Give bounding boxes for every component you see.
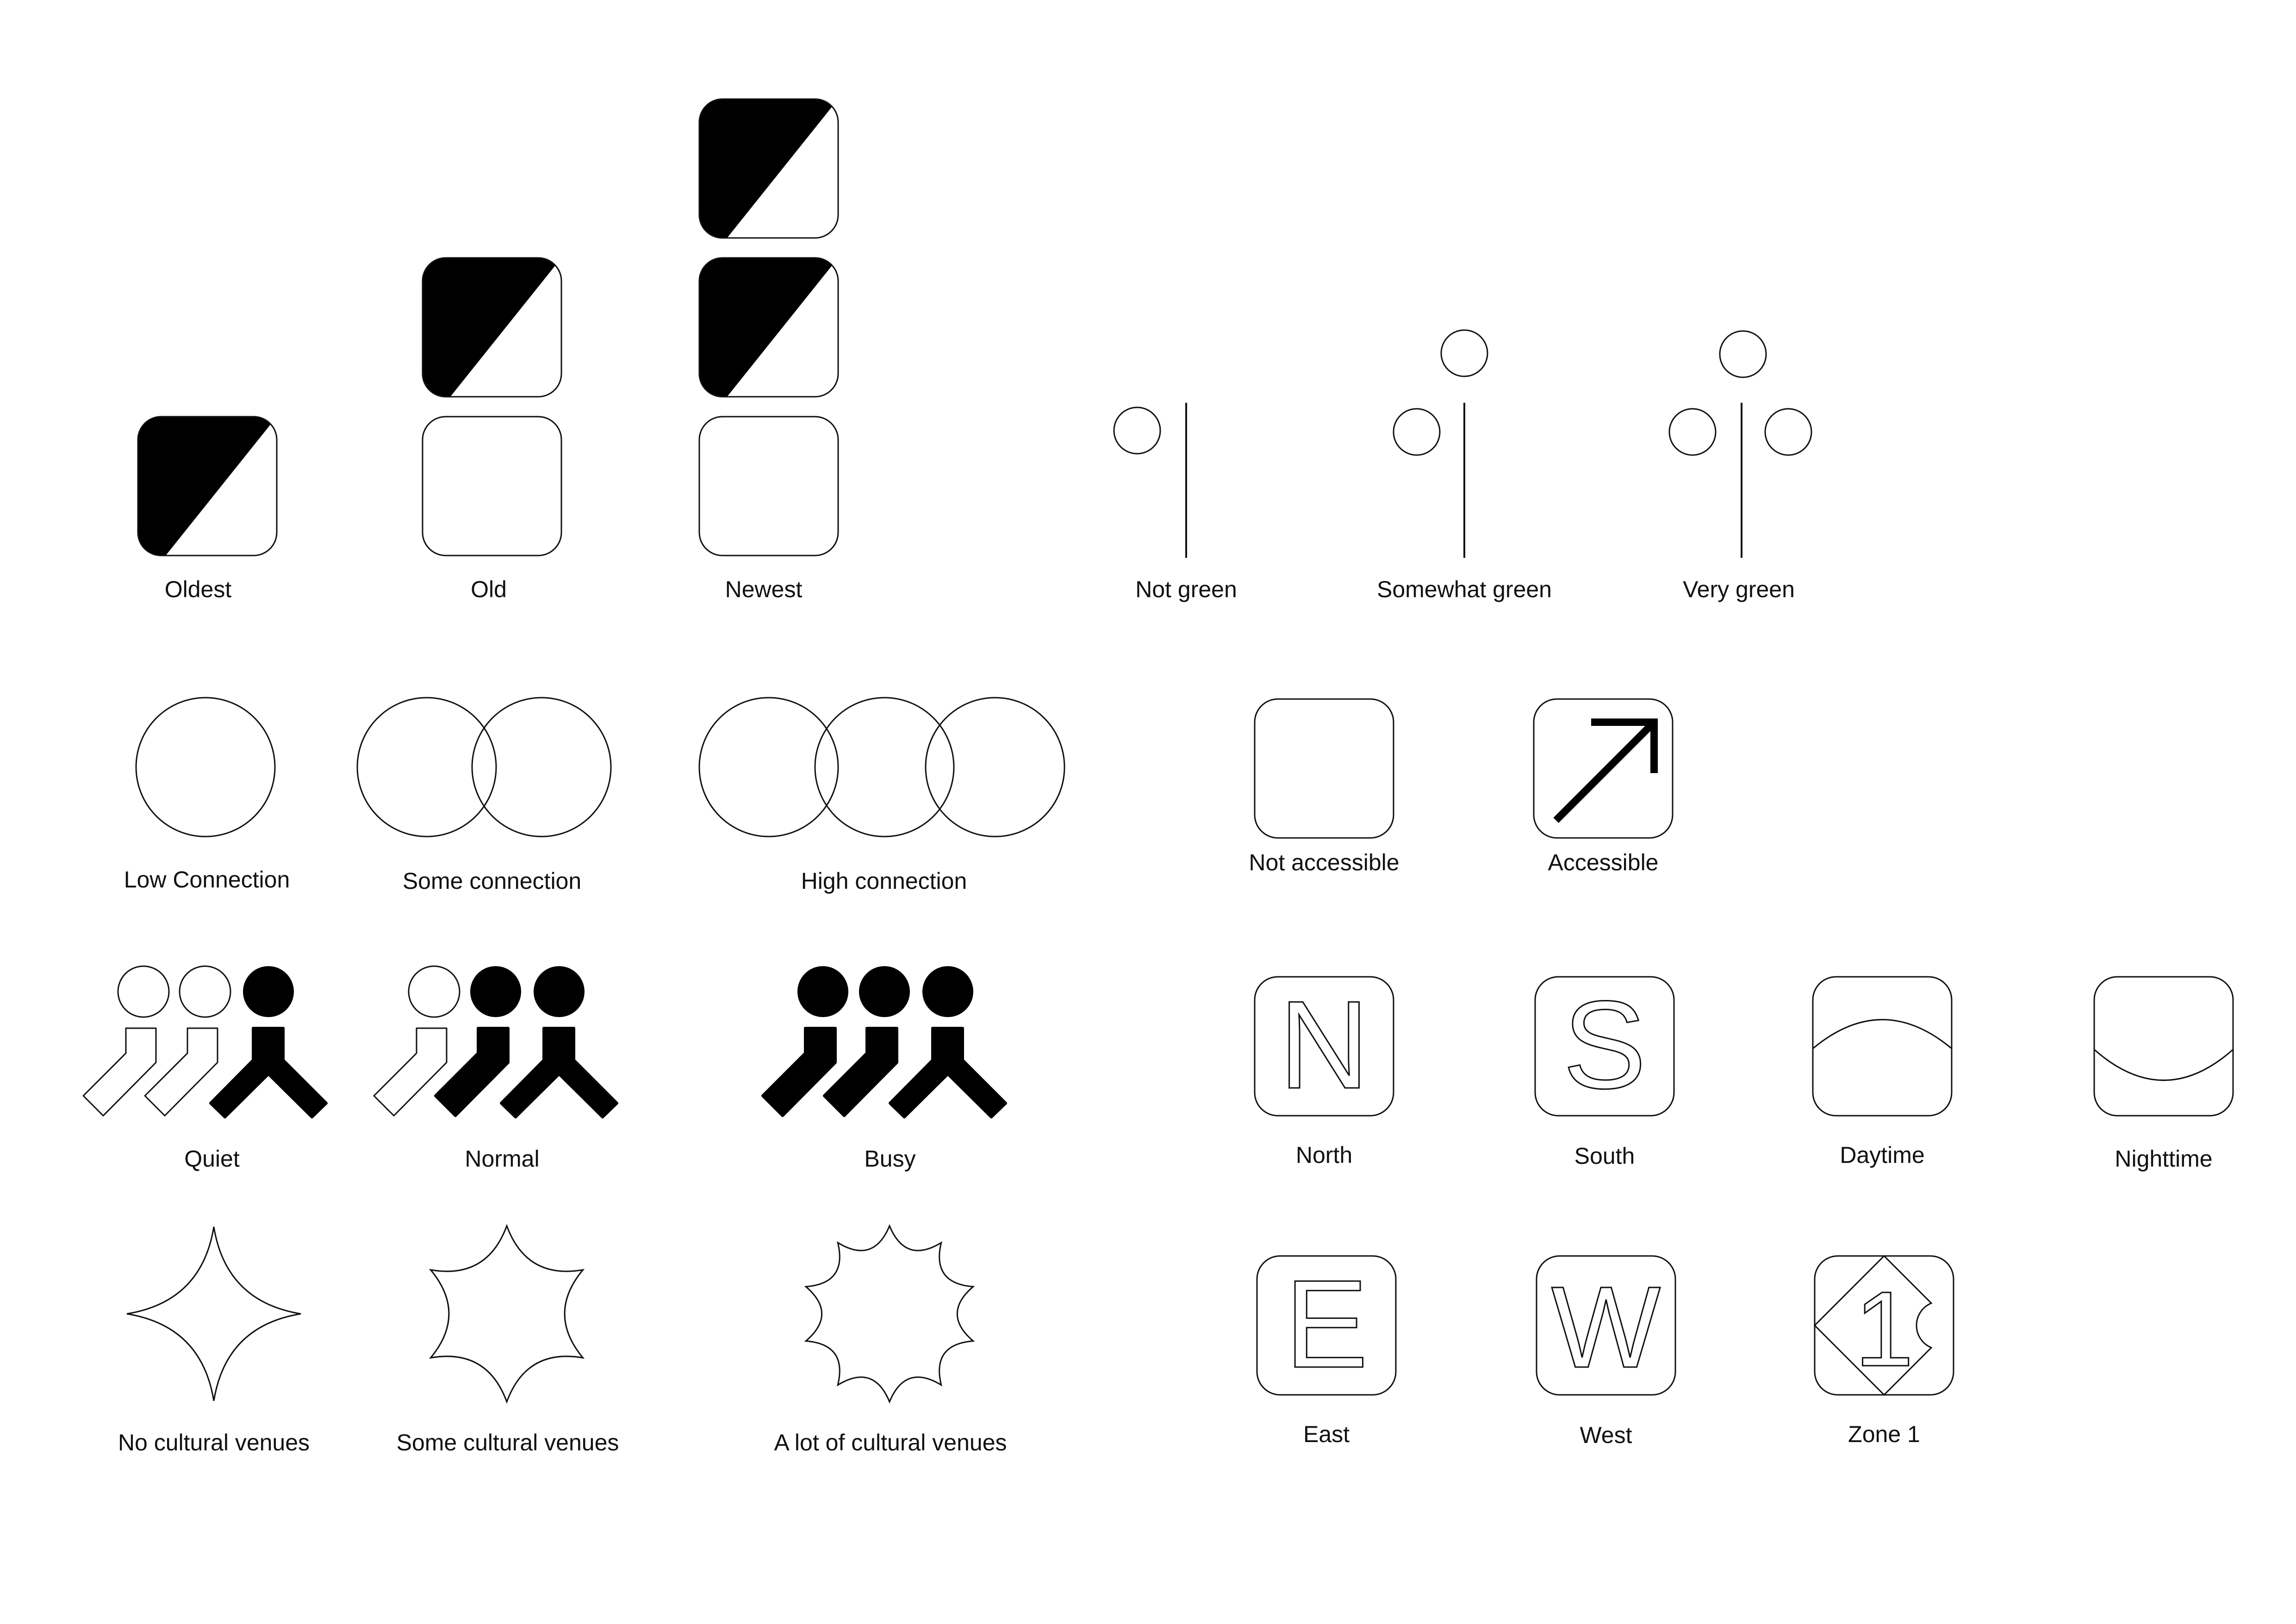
age-newest-icon (698, 98, 839, 556)
west-glyph: W (1551, 1262, 1661, 1392)
north-glyph: N (1279, 975, 1369, 1115)
green-somewhat-label: Somewhat green (1377, 576, 1552, 602)
arrow-up-right-icon (1533, 698, 1674, 839)
zone-icon: 1 (1813, 1255, 1954, 1396)
crowd-busy-icon (761, 966, 1007, 1118)
connection-low-label: Low Connection (124, 867, 290, 893)
six-point-star-icon (429, 1224, 585, 1404)
age-old-label: Old (471, 576, 507, 602)
one-circle-icon (135, 697, 276, 837)
connection-high-label: High connection (801, 868, 967, 894)
two-circles-icon (356, 697, 612, 837)
green-not-label: Not green (1135, 576, 1237, 602)
direction-north-label: North (1296, 1142, 1352, 1168)
culture-some-label: Some cultural venues (397, 1430, 619, 1455)
time-night-label: Nighttime (2115, 1146, 2212, 1172)
access-not-label: Not accessible (1249, 849, 1399, 875)
age-old-icon (422, 257, 562, 556)
south-icon: S (1534, 975, 1675, 1117)
arc-up-icon (1812, 976, 1953, 1117)
north-icon: N (1254, 975, 1394, 1117)
direction-south-label: South (1574, 1143, 1635, 1169)
age-newest-label: Newest (725, 576, 803, 602)
zone-label: Zone 1 (1848, 1421, 1920, 1447)
four-point-star-icon (126, 1226, 301, 1401)
time-day-label: Daytime (1840, 1142, 1924, 1168)
direction-west-label: West (1580, 1422, 1632, 1448)
tree-three-leaf-icon (1668, 330, 1812, 558)
south-glyph: S (1563, 975, 1646, 1115)
culture-lot-label: A lot of cultural venues (774, 1430, 1007, 1455)
crowd-busy-label: Busy (864, 1146, 915, 1172)
direction-east-label: East (1303, 1421, 1350, 1447)
crowd-normal-icon (373, 965, 618, 1118)
crowd-normal-label: Normal (465, 1146, 539, 1172)
arc-down-icon (2093, 976, 2234, 1117)
tree-two-leaf-icon (1393, 329, 1488, 558)
age-oldest-icon (137, 416, 278, 556)
culture-none-label: No cultural venues (118, 1430, 310, 1455)
east-glyph: E (1285, 1255, 1368, 1394)
connection-some-label: Some connection (403, 868, 581, 894)
zone-glyph: 1 (1854, 1269, 1914, 1388)
ten-point-burst-icon (804, 1224, 975, 1404)
green-very-label: Very green (1683, 576, 1795, 602)
west-icon: W (1536, 1255, 1676, 1396)
age-oldest-label: Oldest (165, 576, 232, 602)
tree-one-leaf-icon (1113, 403, 1187, 558)
three-circles-icon (698, 697, 1065, 837)
east-icon: E (1256, 1254, 1397, 1396)
access-yes-label: Accessible (1548, 849, 1659, 875)
crowd-quiet-label: Quiet (184, 1146, 240, 1172)
crowd-quiet-icon (82, 965, 328, 1118)
empty-square-icon (1254, 698, 1394, 839)
